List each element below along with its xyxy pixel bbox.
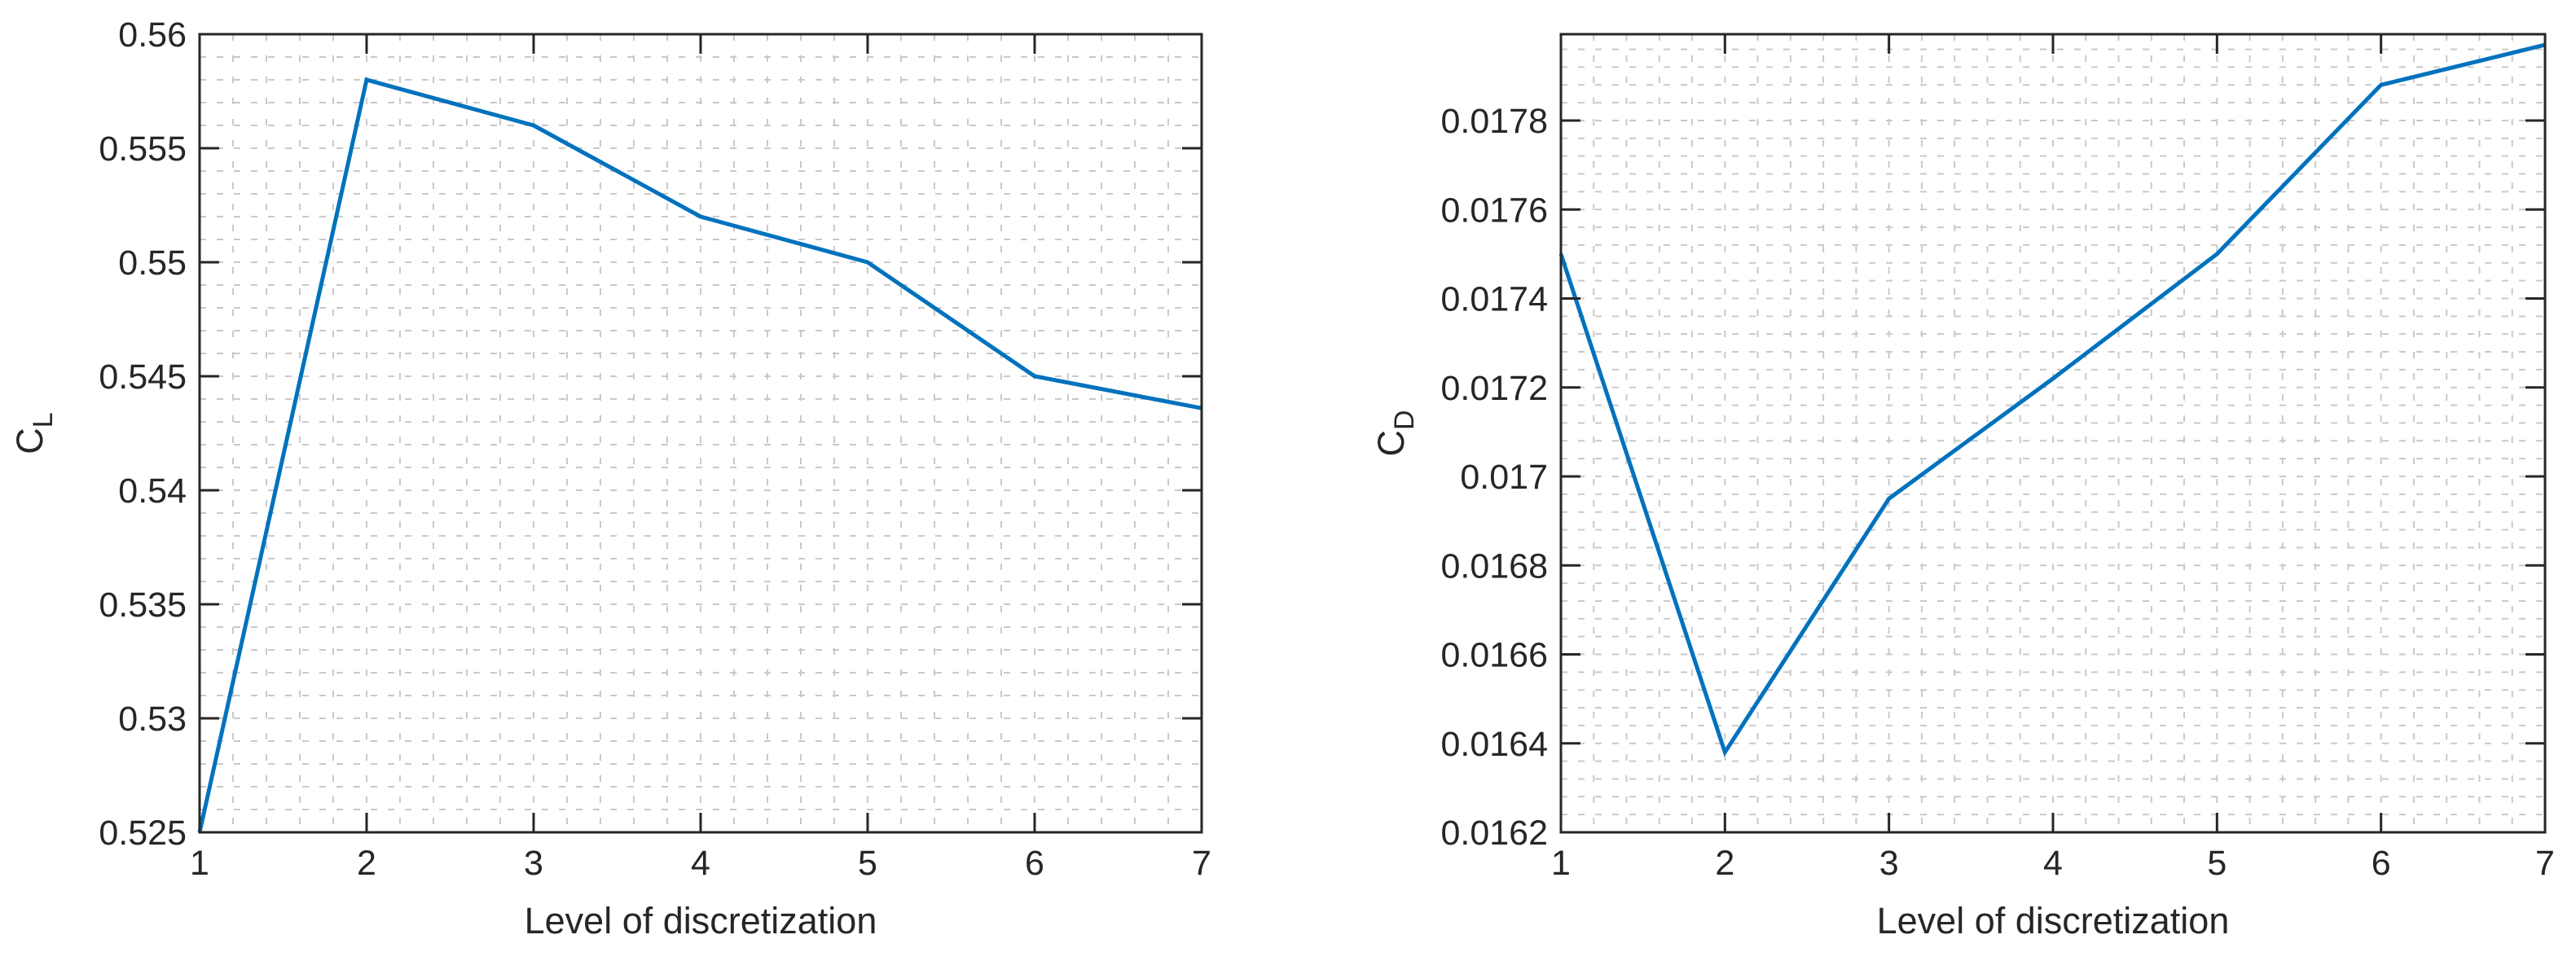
y-tick-label: 0.54 — [118, 472, 187, 511]
y-tick-label: 0.0174 — [1440, 280, 1548, 319]
cl-grid — [200, 34, 1202, 832]
x-tick-label: 1 — [190, 844, 209, 883]
y-tick-label: 0.0172 — [1440, 369, 1548, 408]
x-tick-label: 3 — [1879, 844, 1899, 883]
x-tick-label: 3 — [524, 844, 543, 883]
y-tick-label: 0.535 — [99, 586, 187, 625]
y-tick-label: 0.555 — [99, 129, 187, 169]
y-tick-label: 0.0166 — [1440, 636, 1548, 675]
x-tick-label: 5 — [858, 844, 877, 883]
y-tick-label: 0.55 — [118, 244, 187, 283]
x-tick-label: 7 — [2535, 844, 2555, 883]
cd-ylabel: CD — [1370, 410, 1420, 456]
x-tick-label: 6 — [2372, 844, 2391, 883]
y-tick-label: 0.017 — [1460, 458, 1548, 497]
x-tick-label: 5 — [2207, 844, 2227, 883]
x-tick-label: 7 — [1192, 844, 1211, 883]
x-tick-label: 6 — [1025, 844, 1044, 883]
x-tick-label: 1 — [1551, 844, 1571, 883]
cl-xlabel: Level of discretization — [525, 900, 877, 941]
x-tick-label: 4 — [691, 844, 710, 883]
cd-series-line — [1558, 42, 2546, 757]
cl-ylabel: CL — [9, 412, 59, 454]
cl-panel: 1 2 3 4 5 6 7 0.525 0.53 0.535 0.54 0.545 0.55 0.555 0… — [9, 15, 1211, 941]
cd-ticks — [1559, 34, 2547, 834]
cd-xlabel: Level of discretization — [1877, 900, 2230, 941]
y-tick-label: 0.0176 — [1440, 191, 1548, 230]
x-tick-label: 2 — [1715, 844, 1734, 883]
y-tick-label: 0.0178 — [1440, 102, 1548, 141]
y-tick-label: 0.0168 — [1440, 546, 1548, 586]
y-tick-label: 0.0164 — [1440, 725, 1548, 764]
cl-series-line — [197, 77, 1202, 833]
y-tick-label: 0.525 — [99, 814, 187, 853]
y-tick-label: 0.0162 — [1440, 814, 1548, 853]
y-tick-label: 0.545 — [99, 358, 187, 397]
y-tick-label: 0.53 — [118, 700, 187, 739]
x-tick-label: 4 — [2043, 844, 2063, 883]
cl-ticks — [198, 33, 1203, 834]
x-tick-label: 2 — [357, 844, 376, 883]
cd-panel: 1 2 3 4 5 6 7 0.0162 0.0164 0.0166 0.0168 0.017 0.01… — [1370, 33, 2555, 941]
cd-grid — [1561, 34, 2545, 832]
y-tick-label: 0.56 — [118, 15, 187, 55]
